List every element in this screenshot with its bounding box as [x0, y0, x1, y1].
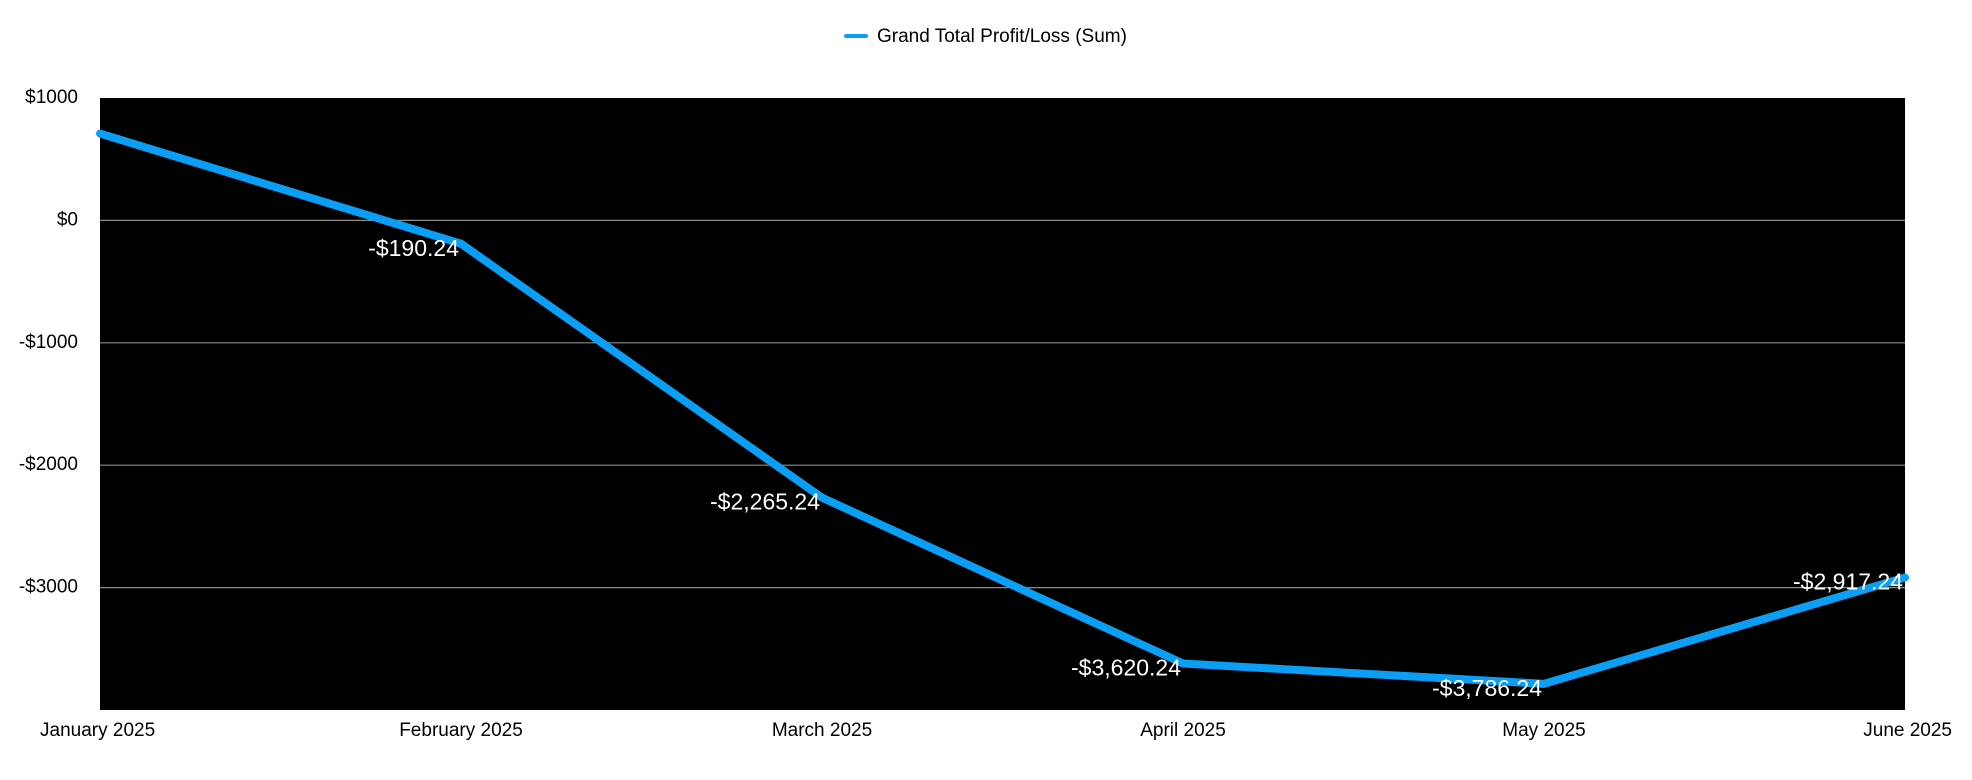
plot-area	[100, 98, 1905, 710]
data-point	[818, 493, 826, 502]
legend: Grand Total Profit/Loss (Sum)	[844, 26, 1127, 47]
data-label: -$2,265.24	[710, 489, 820, 515]
y-tick-label: -$2000	[19, 454, 78, 475]
data-label: -$3,786.24	[1432, 675, 1542, 701]
y-tick-label: -$3000	[19, 577, 78, 598]
gridlines	[100, 219, 1905, 589]
data-label: -$190.24	[368, 235, 459, 261]
y-axis-tick-labels: $1000 $0 -$1000 -$2000 -$3000	[19, 87, 78, 598]
series-grand-total-profit-loss	[96, 129, 1909, 688]
x-tick-label: January 2025	[40, 720, 155, 741]
x-tick-label: May 2025	[1502, 720, 1585, 741]
data-label: -$2,917.24	[1793, 569, 1903, 595]
data-point	[1540, 679, 1548, 688]
y-tick-label: $0	[57, 209, 78, 230]
x-tick-label: March 2025	[772, 720, 872, 741]
data-point	[96, 129, 104, 138]
y-tick-label: -$1000	[19, 332, 78, 353]
x-tick-label: June 2025	[1863, 720, 1952, 741]
series-line	[98, 129, 1907, 688]
y-tick-label: $1000	[25, 87, 78, 108]
data-point	[457, 239, 465, 248]
x-tick-label: February 2025	[399, 720, 523, 741]
data-point	[1179, 659, 1187, 668]
legend-label-grand-total-profit-loss: Grand Total Profit/Loss (Sum)	[877, 26, 1127, 47]
data-labels: -$190.24 -$2,265.24 -$3,620.24 -$3,786.24 -$…	[368, 235, 1903, 701]
x-axis-tick-labels: January 2025 February 2025 March 2025 April…	[40, 720, 1952, 741]
x-tick-label: April 2025	[1140, 720, 1226, 741]
data-label: -$3,620.24	[1071, 655, 1181, 681]
data-point	[1901, 573, 1909, 582]
